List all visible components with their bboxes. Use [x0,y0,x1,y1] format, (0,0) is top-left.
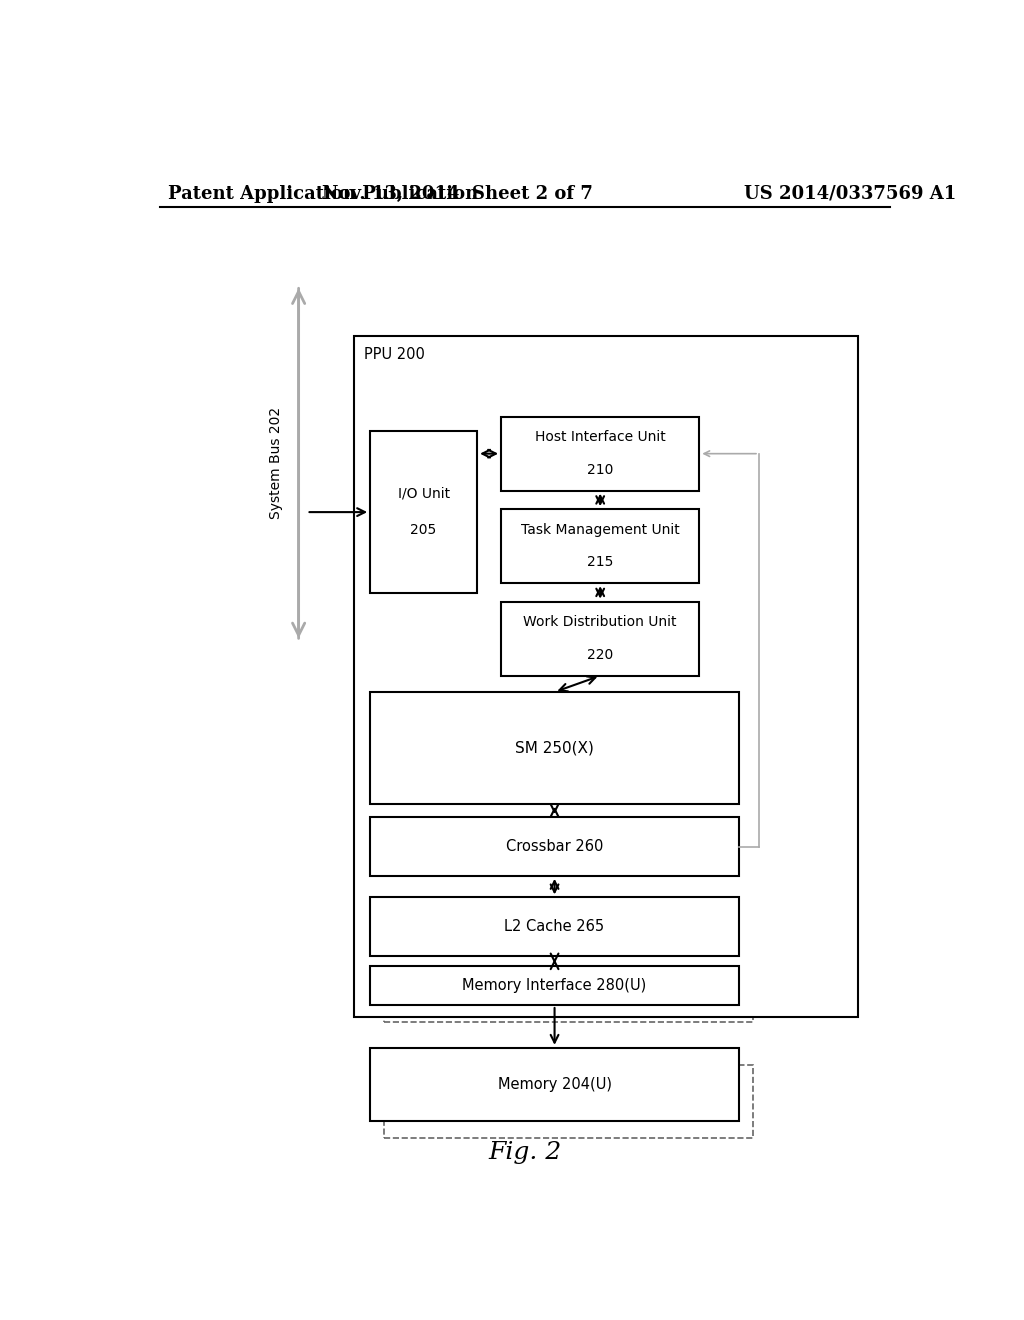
Text: Nov. 13, 2014  Sheet 2 of 7: Nov. 13, 2014 Sheet 2 of 7 [322,185,593,203]
Text: Crossbar 260: Crossbar 260 [506,840,603,854]
Bar [501,602,699,676]
Text: 210: 210 [587,463,613,477]
Text: US 2014/0337569 A1: US 2014/0337569 A1 [744,185,956,203]
Text: 205: 205 [411,524,437,537]
Text: Memory Interface 280(U): Memory Interface 280(U) [463,978,647,993]
Bar [501,417,699,491]
Text: Fig. 2: Fig. 2 [488,1140,561,1164]
Text: Host Interface Unit: Host Interface Unit [535,430,666,445]
Text: System Bus 202: System Bus 202 [269,408,284,519]
Bar [501,510,699,583]
Bar [384,709,753,821]
Bar [384,1065,753,1138]
Bar [370,1048,739,1121]
Bar [370,817,739,876]
Text: Work Distribution Unit: Work Distribution Unit [523,615,677,630]
Text: SM 250(X): SM 250(X) [515,741,594,755]
Bar [370,966,739,1005]
Bar [370,898,739,956]
Text: Patent Application Publication: Patent Application Publication [168,185,478,203]
Text: L2 Cache 265: L2 Cache 265 [505,919,604,935]
Text: PPU 200: PPU 200 [364,347,425,362]
Bar [370,692,739,804]
Text: 215: 215 [587,556,613,569]
Bar [370,430,477,594]
Text: 220: 220 [587,648,613,661]
Text: Memory 204(U): Memory 204(U) [498,1077,611,1092]
Bar [384,983,753,1022]
Text: I/O Unit: I/O Unit [397,487,450,500]
Text: Task Management Unit: Task Management Unit [521,523,680,537]
Bar [354,337,858,1018]
